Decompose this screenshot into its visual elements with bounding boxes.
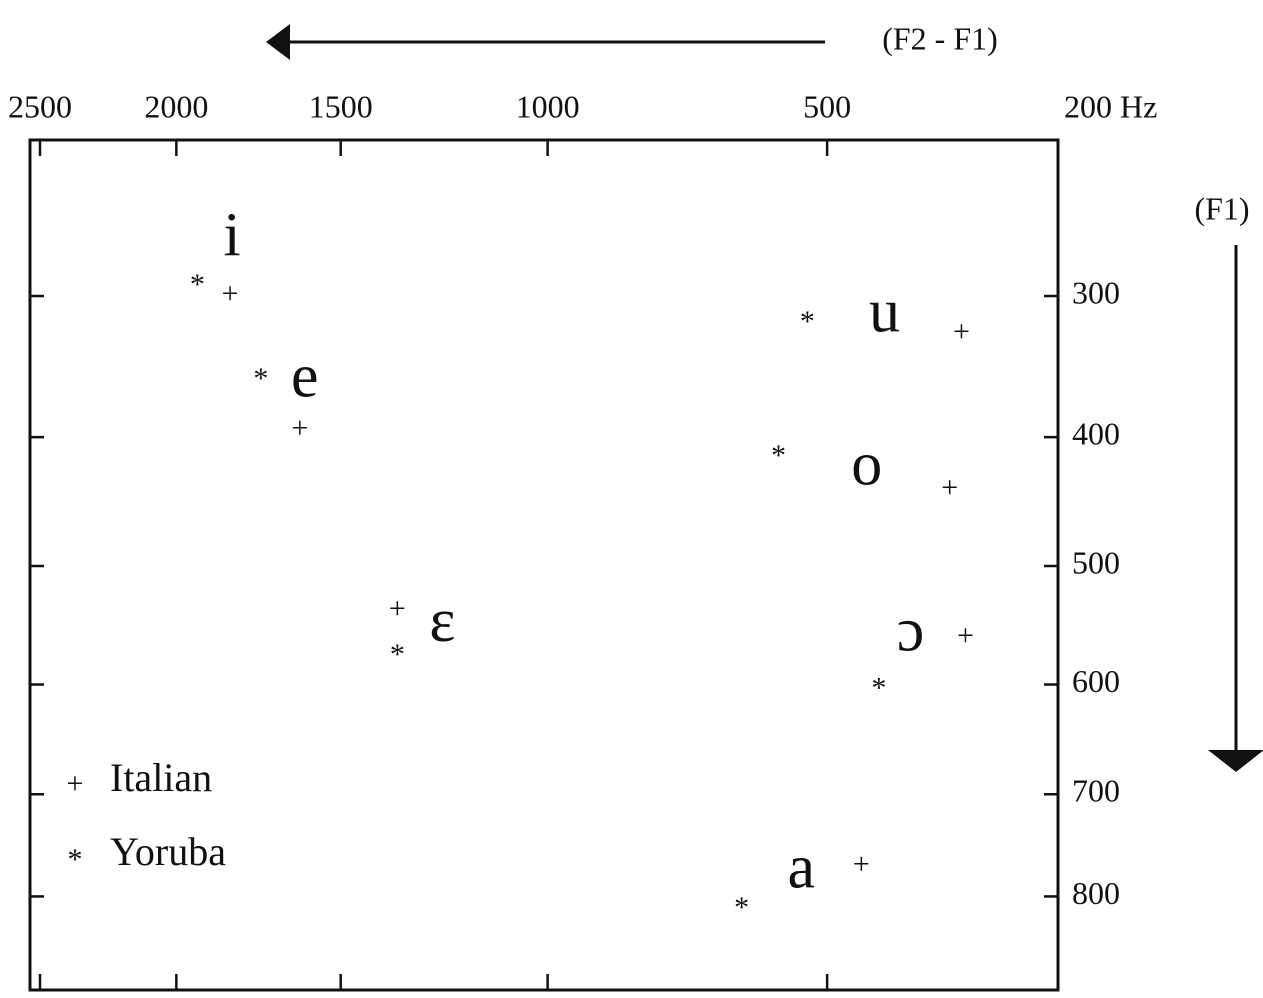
data-point: + [222,277,239,310]
legend-marker: * [68,843,83,876]
data-point: * [800,305,815,338]
data-point: + [853,847,870,880]
x-tick-label: 500 [803,88,851,124]
vowel-label: e [291,343,319,411]
x-tick-label: 1500 [309,88,373,124]
y-tick-label: 300 [1072,274,1120,310]
vowel-label: ɛ [429,587,455,655]
legend-label: Italian [110,755,212,800]
data-point: + [389,592,406,625]
legend-marker: + [67,767,84,800]
data-point: * [734,891,749,924]
y-tick-label: 700 [1072,773,1120,809]
legend-label: Yoruba [110,829,226,874]
data-point: * [190,268,205,301]
y-tick-label: 600 [1072,663,1120,699]
data-point: * [871,671,886,704]
data-point: * [390,638,405,671]
x-tick-label: 1000 [516,88,580,124]
data-point: * [771,439,786,472]
vowel-label: o [851,430,882,498]
y-arrow-head [1208,750,1263,772]
y-tick-label: 500 [1072,544,1120,580]
y-tick-label: 400 [1072,415,1120,451]
data-point: + [941,471,958,504]
data-point: + [957,619,974,652]
x-tick-label: 2000 [144,88,208,124]
data-point: + [291,411,308,444]
y-tick-label: 800 [1072,875,1120,911]
data-point: + [953,315,970,348]
vowel-label: ɔ [897,596,925,664]
x-axis-title: (F2 - F1) [882,20,998,56]
vowel-label: i [224,201,241,269]
x-tick-label: 200 Hz [1064,88,1157,124]
vowel-label: u [869,277,900,345]
x-tick-label: 2500 [8,88,72,124]
x-arrow-head [266,24,290,60]
data-point: * [253,362,268,395]
vowel-label: a [788,834,816,902]
y-axis-title: (F1) [1194,190,1249,226]
